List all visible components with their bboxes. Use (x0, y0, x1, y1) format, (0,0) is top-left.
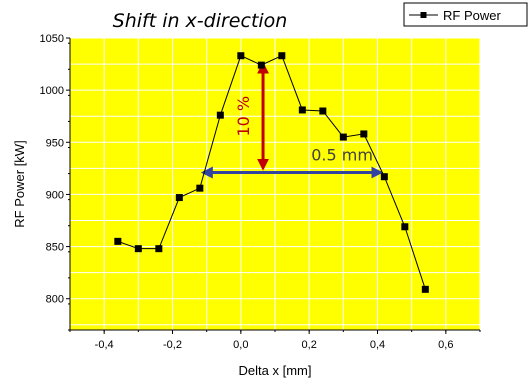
data-point (360, 130, 368, 138)
data-point (196, 184, 204, 192)
data-point (175, 194, 183, 202)
legend: RF Power (403, 2, 528, 27)
x-axis-title: Delta x [mm] (239, 363, 312, 378)
y-tick-label: 900 (46, 189, 64, 201)
x-tick-label: -0,4 (95, 339, 114, 351)
height-annotation-label: 10 % (234, 96, 253, 137)
x-tick-label: 0,2 (302, 339, 317, 351)
grid (69, 37, 481, 330)
data-point (278, 52, 286, 60)
y-tick-label: 800 (46, 294, 64, 306)
width-annotation-label: 0.5 mm (311, 146, 373, 165)
legend-label: RF Power (443, 8, 501, 23)
data-point (257, 61, 265, 69)
data-point (339, 133, 347, 141)
data-point (216, 111, 224, 119)
data-point (114, 237, 122, 245)
series-layer (114, 52, 429, 293)
chart-title: Shift in x-direction (113, 10, 288, 32)
series-line (117, 55, 426, 290)
data-point (298, 106, 306, 114)
x-tick-label: 0,4 (370, 339, 385, 351)
legend-box (403, 2, 528, 27)
data-point (155, 245, 163, 253)
data-point (401, 223, 409, 231)
y-tick-label: 1050 (40, 33, 64, 45)
data-point (237, 52, 245, 60)
x-tick-label: -0,2 (163, 339, 182, 351)
y-tick-label: 950 (46, 137, 64, 149)
y-axis-title: RF Power [kW] (12, 140, 27, 227)
data-point (421, 285, 429, 293)
data-point (380, 173, 388, 181)
annotations: 0.5 mm 10 % (200, 61, 384, 179)
y-tick-label: 850 (46, 242, 64, 254)
axes: -0,4 -0,2 0,0 0,2 0,4 0,6 800 850 900 950 1000 1050 (40, 33, 481, 351)
x-tick-label: 0,0 (233, 339, 248, 351)
x-tick-label: 0,6 (438, 339, 453, 351)
legend-marker (420, 12, 427, 18)
data-point (319, 107, 327, 115)
y-tick-label: 1000 (40, 85, 64, 97)
data-point (134, 245, 142, 253)
